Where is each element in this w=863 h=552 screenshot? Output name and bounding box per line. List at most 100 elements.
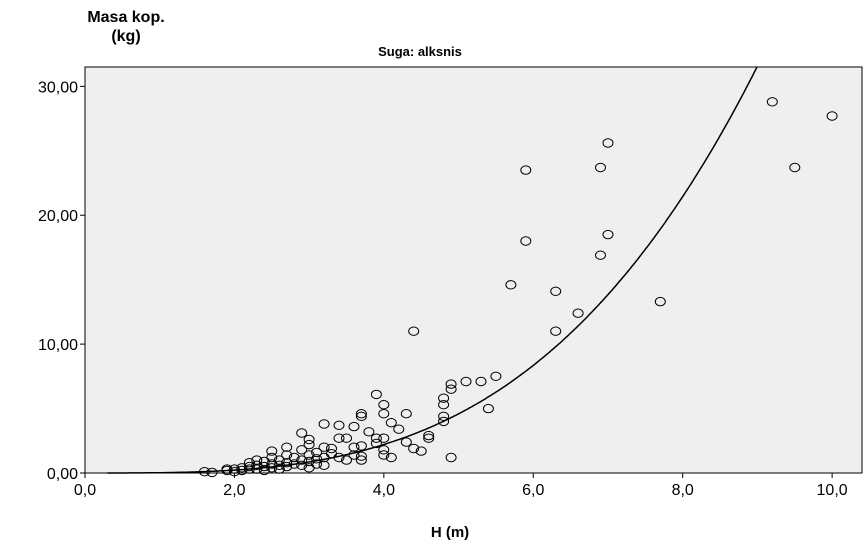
data-point bbox=[505, 280, 517, 290]
data-point bbox=[266, 446, 278, 456]
data-point bbox=[438, 400, 450, 410]
data-point bbox=[326, 443, 337, 454]
data-point bbox=[445, 384, 457, 394]
data-point bbox=[400, 437, 412, 447]
data-point bbox=[258, 465, 270, 476]
data-point bbox=[385, 418, 397, 428]
x-axis-label: H (m) bbox=[430, 524, 470, 541]
data-point bbox=[423, 433, 435, 443]
data-point bbox=[378, 400, 390, 410]
data-point bbox=[385, 452, 397, 463]
data-point bbox=[318, 442, 330, 452]
x-tick-label: 4,0 bbox=[373, 482, 395, 499]
data-point bbox=[400, 409, 412, 419]
data-point bbox=[281, 450, 293, 460]
axes: 0,0 2,0 4,0 6,0 8,0 10,0 0,00 10,00 20,00 30,00 bbox=[38, 79, 848, 499]
y-tick-label: 20,00 bbox=[38, 208, 78, 225]
data-point bbox=[378, 409, 390, 419]
y-tick-label: 10,00 bbox=[38, 337, 78, 354]
data-point bbox=[311, 447, 323, 458]
data-point bbox=[445, 379, 457, 389]
data-point bbox=[266, 452, 278, 463]
data-point bbox=[460, 376, 472, 387]
data-point bbox=[341, 433, 352, 443]
data-point bbox=[348, 421, 360, 432]
data-point bbox=[281, 442, 293, 452]
data-point bbox=[595, 250, 606, 260]
data-point bbox=[415, 446, 427, 456]
data-point bbox=[378, 433, 390, 443]
data-point bbox=[550, 326, 562, 336]
data-point bbox=[348, 442, 360, 452]
data-point bbox=[355, 455, 367, 465]
x-tick-label: 10,0 bbox=[817, 482, 848, 499]
data-point bbox=[236, 463, 248, 473]
data-point bbox=[333, 433, 345, 443]
data-point bbox=[318, 460, 330, 470]
data-point bbox=[520, 236, 532, 246]
fit-curve-line bbox=[107, 66, 758, 474]
data-point bbox=[520, 165, 532, 175]
chart-title: Suga: alksnis bbox=[378, 44, 462, 59]
data-point bbox=[550, 286, 562, 296]
data-point bbox=[348, 450, 360, 460]
data-point bbox=[378, 450, 390, 460]
data-point bbox=[311, 454, 323, 464]
data-point bbox=[393, 424, 405, 434]
data-point bbox=[602, 229, 614, 240]
y-tick-label: 30,00 bbox=[38, 79, 78, 96]
x-tick-label: 2,0 bbox=[223, 482, 245, 499]
data-point bbox=[333, 420, 345, 430]
data-point bbox=[303, 434, 315, 445]
data-point bbox=[482, 403, 494, 414]
data-point bbox=[243, 461, 255, 472]
data-point bbox=[273, 455, 285, 465]
data-point bbox=[423, 430, 435, 441]
x-tick-label: 0,0 bbox=[74, 482, 96, 499]
data-point bbox=[826, 111, 838, 121]
data-point bbox=[311, 459, 323, 469]
data-point bbox=[281, 461, 293, 472]
data-point bbox=[303, 439, 315, 450]
data-point bbox=[654, 296, 666, 307]
x-tick-label: 6,0 bbox=[522, 482, 544, 499]
data-point bbox=[490, 371, 502, 381]
y-axis-label-line2: (kg) bbox=[111, 28, 141, 45]
data-point bbox=[296, 445, 308, 455]
data-point bbox=[355, 441, 367, 451]
data-point bbox=[251, 455, 263, 465]
data-point bbox=[355, 411, 367, 421]
data-point bbox=[318, 419, 330, 429]
data-point bbox=[363, 427, 375, 437]
data-point bbox=[789, 162, 801, 173]
data-point bbox=[602, 138, 614, 148]
data-point bbox=[475, 376, 487, 387]
data-point bbox=[341, 455, 352, 465]
data-point bbox=[370, 389, 382, 400]
data-point bbox=[378, 445, 390, 455]
y-axis-label-line1: Masa kop. bbox=[87, 9, 165, 26]
data-point bbox=[243, 458, 255, 468]
data-point bbox=[281, 458, 293, 468]
data-point bbox=[206, 467, 218, 478]
x-tick-label: 8,0 bbox=[672, 482, 694, 499]
data-point bbox=[595, 162, 606, 173]
y-tick-label: 0,00 bbox=[47, 466, 78, 483]
data-point bbox=[445, 452, 457, 463]
data-point bbox=[408, 443, 420, 454]
data-point bbox=[296, 428, 308, 438]
data-point bbox=[296, 455, 308, 465]
y-axis-label: Masa kop. (kg) bbox=[76, 8, 176, 46]
data-point bbox=[273, 464, 285, 474]
plot-area bbox=[84, 66, 863, 474]
data-point bbox=[438, 416, 450, 427]
data-point bbox=[288, 452, 300, 463]
data-point bbox=[408, 326, 420, 336]
data-point bbox=[438, 393, 450, 403]
data-point bbox=[355, 451, 367, 461]
data-point bbox=[572, 308, 584, 318]
data-point bbox=[766, 97, 778, 107]
data-point bbox=[370, 433, 382, 443]
data-point bbox=[370, 438, 382, 449]
